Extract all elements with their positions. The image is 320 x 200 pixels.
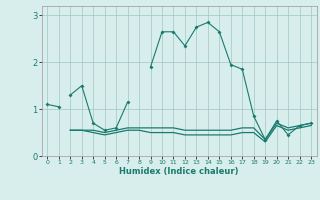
X-axis label: Humidex (Indice chaleur): Humidex (Indice chaleur) [119,167,239,176]
